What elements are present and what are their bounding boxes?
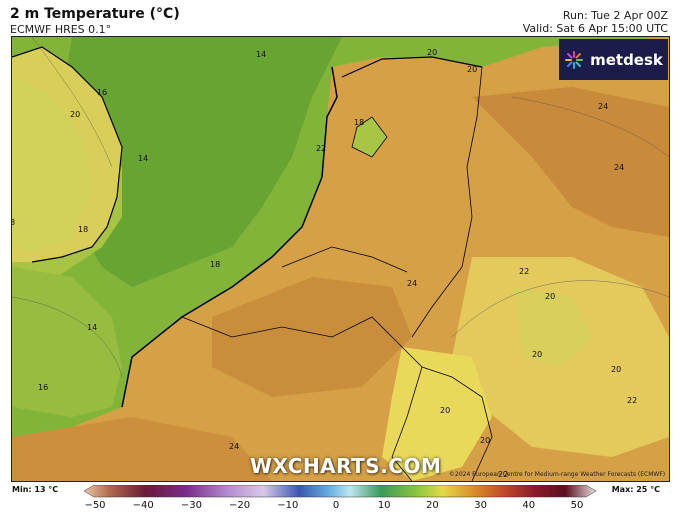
map-label: 24	[598, 102, 608, 111]
contour-line	[12, 296, 123, 378]
map-label: 14	[138, 154, 148, 163]
model-name: ECMWF HRES 0.1°	[10, 23, 112, 36]
colorbar-tick-label: −50	[84, 500, 106, 511]
run-time: Run: Tue 2 Apr 00Z	[562, 9, 668, 22]
metdesk-logo: metdesk	[559, 39, 668, 80]
map-label: 24	[614, 163, 624, 172]
continental-coastline	[121, 66, 338, 408]
map-label: 20	[70, 110, 80, 119]
map-label: 20	[545, 292, 555, 301]
map-label: 20	[480, 436, 490, 445]
colorbar-tick-label: −40	[132, 500, 154, 511]
nl-de-border	[411, 66, 483, 338]
contour-line	[31, 37, 113, 168]
map-label: 18	[78, 225, 88, 234]
colorbar-tick-label: −20	[229, 500, 251, 511]
rhine-mild-zone	[382, 347, 492, 481]
map-label: 20	[440, 406, 450, 415]
colorbar-tick-label: 20	[426, 500, 439, 511]
germany-hot-zone	[472, 87, 669, 237]
header-right: Run: Tue 2 Apr 00Z Valid: Sat 6 Apr 15:0…	[523, 9, 668, 35]
map-label: 22	[498, 470, 508, 479]
colorbar-tick-label: 50	[570, 500, 584, 511]
colorbar-tick-label: 0	[332, 500, 340, 511]
logo-text: metdesk	[590, 50, 663, 69]
map-label: 8	[12, 218, 15, 227]
ijsselmeer	[351, 116, 388, 158]
map-canvas: 14 16 20 14 8 18 18 14 16 18 22 20 20 24…	[12, 37, 669, 481]
max-temperature: Max: 25 °C	[611, 485, 660, 494]
sea-south-zone	[12, 267, 122, 417]
map-label: 14	[256, 50, 266, 59]
colorbar	[84, 485, 596, 498]
map-label: 20	[532, 350, 542, 359]
map-label: 20	[467, 65, 477, 74]
colorbar-tick-label: 10	[377, 500, 391, 511]
map-label: 16	[38, 383, 48, 392]
contour-labels: 14 16 20 14 8 18 18 14 16 18 22 20 20 24…	[12, 48, 637, 479]
wxcharts-watermark: WXCHARTS.COM	[250, 454, 442, 478]
colorbar-tick-label: 30	[474, 500, 487, 511]
chart-title: 2 m Temperature (°C)	[10, 6, 180, 22]
metdesk-star-icon	[565, 50, 584, 69]
temperature-map: 14 16 20 14 8 18 18 14 16 18 22 20 20 24…	[11, 36, 670, 482]
min-temperature: Min: 13 °C	[12, 485, 59, 494]
map-label: 20	[427, 48, 437, 57]
colorbar-tick-label: 40	[522, 500, 536, 511]
nl-be-border	[281, 246, 408, 273]
sea-cool-zone	[52, 37, 342, 287]
map-label: 14	[87, 323, 97, 332]
wadden-coastline	[341, 56, 483, 78]
east-cool-spot	[512, 287, 592, 367]
map-label: 22	[316, 144, 326, 153]
map-label: 24	[407, 279, 417, 288]
belgium-hot-zone	[212, 277, 412, 397]
map-label: 22	[627, 396, 637, 405]
header-left: 2 m Temperature (°C) ECMWF HRES 0.1°	[10, 6, 180, 36]
england-inland	[12, 77, 92, 252]
map-label: 18	[354, 118, 364, 127]
de-fr-border	[421, 366, 493, 481]
be-fr-border	[181, 316, 423, 481]
map-label: 16	[97, 88, 107, 97]
france-north-zone	[12, 417, 272, 481]
contour-line	[451, 280, 669, 338]
color-legend: Min: 13 °C Max: 25 °C	[0, 482, 680, 521]
copyright-notice: ©2024 European Centre for Medium-range W…	[449, 471, 666, 478]
colorbar-tick-label: −30	[180, 500, 202, 511]
contour-line	[511, 96, 669, 158]
map-label: 24	[229, 442, 239, 451]
england-coastline	[12, 46, 123, 263]
colorbar-tick-label: −10	[277, 500, 299, 511]
map-label: 20	[611, 365, 621, 374]
valid-time: Valid: Sat 6 Apr 15:00 UTC	[522, 22, 668, 35]
map-label: 18	[210, 260, 220, 269]
map-label: 22	[519, 267, 529, 276]
